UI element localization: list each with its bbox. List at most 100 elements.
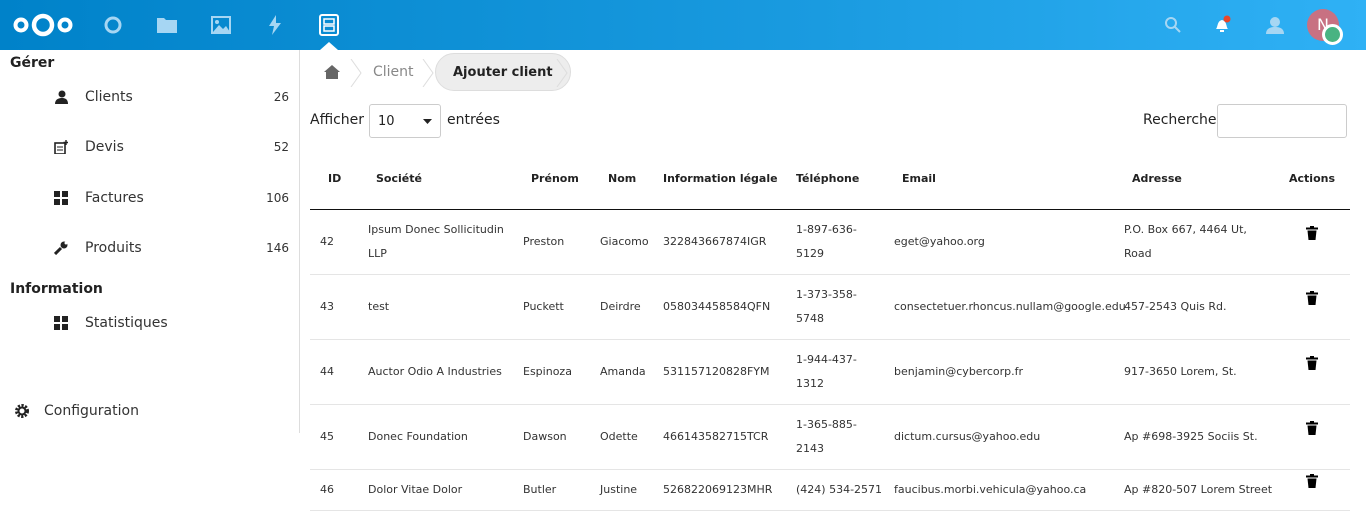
sidebar-item-clients[interactable]: Clients 26 [0, 82, 300, 112]
search-label: Recherche [1143, 112, 1217, 128]
sidebar: Gérer Clients 26 Devis 52 Factures 106 Prod… [0, 50, 300, 433]
table-cell: Butler [513, 469, 590, 511]
table-header-row: ID Société Prénom Nom Information légale Télé… [310, 150, 1350, 210]
table-cell: Ap #698-3925 Sociis St. [1114, 404, 1274, 470]
sidebar-item-label: Statistiques [85, 315, 168, 331]
table-cell: Dolor Vitae Dolor [358, 469, 513, 511]
actions-cell [1274, 404, 1350, 470]
sidebar-item-label: Devis [85, 139, 124, 155]
table-cell: 1-897-636-5129 [786, 209, 884, 275]
grid-icon [53, 190, 69, 206]
table-cell: 1-373-358-5748 [786, 274, 884, 340]
table-cell: Ap #820-507 Lorem Street [1114, 469, 1274, 511]
sidebar-item-produits[interactable]: Produits 146 [0, 233, 300, 263]
column-header[interactable]: Email [884, 150, 1114, 210]
table-cell: 917-3650 Lorem, St. [1114, 339, 1274, 405]
home-icon [324, 65, 340, 79]
sidebar-item-count: 52 [273, 140, 289, 154]
actions-cell [1274, 274, 1350, 340]
chevron-down-icon [423, 119, 432, 124]
table-cell: 45 [310, 404, 358, 470]
column-header[interactable]: Nom [590, 150, 653, 210]
activity-icon[interactable] [263, 13, 287, 37]
table-cell: consectetuer.rhoncus.nullam@google.edu [884, 274, 1126, 340]
column-header[interactable]: Information légale [653, 150, 786, 210]
files-icon[interactable] [155, 13, 179, 37]
table-cell: Amanda [590, 339, 653, 405]
add-client-button[interactable]: Ajouter client [435, 53, 571, 91]
table-cell: 1-944-437-1312 [786, 339, 884, 405]
table-cell: Ipsum Donec Sollicitudin LLP [358, 209, 513, 275]
search-input[interactable] [1217, 104, 1347, 138]
column-header[interactable]: Adresse [1114, 150, 1274, 210]
table-row[interactable]: 44 Auctor Odio A Industries Espinoza Amanda… [310, 339, 1350, 405]
table-cell: 322843667874IGR [653, 209, 786, 275]
top-bar: N [0, 0, 1366, 50]
table-cell: eget@yahoo.org [884, 209, 1114, 275]
breadcrumb-separator [556, 59, 568, 87]
table-cell: dictum.cursus@yahoo.edu [884, 404, 1114, 470]
sidebar-item-statistiques[interactable]: Statistiques [0, 308, 300, 338]
trash-icon[interactable] [1306, 420, 1318, 435]
table-cell: 43 [310, 274, 358, 340]
table-row[interactable]: 45 Donec Foundation Dawson Odette 4661435827… [310, 404, 1350, 470]
breadcrumb-home[interactable] [324, 54, 340, 90]
sidebar-item-factures[interactable]: Factures 106 [0, 183, 300, 213]
clients-table: ID Société Prénom Nom Information légale Télé… [310, 150, 1350, 511]
sidebar-item-count: 26 [273, 90, 289, 104]
entries-label: entrées [447, 112, 500, 128]
active-app-indicator [320, 42, 338, 50]
notifications-icon[interactable] [1210, 13, 1234, 37]
column-header[interactable]: ID [310, 150, 358, 210]
table-cell: 1-365-885-2143 [786, 404, 884, 470]
settings-label: Configuration [44, 403, 139, 419]
actions-cell [1274, 209, 1350, 275]
table-cell: Justine [590, 469, 653, 511]
column-header[interactable]: Société [358, 150, 513, 210]
status-indicator [1322, 24, 1343, 45]
table-cell: 46 [310, 469, 358, 511]
trash-icon[interactable] [1306, 290, 1318, 305]
table-cell: 42 [310, 209, 358, 275]
sidebar-item-label: Produits [85, 240, 142, 256]
dashboard-icon[interactable] [101, 13, 125, 37]
gear-icon [14, 403, 30, 419]
trash-icon[interactable] [1306, 225, 1318, 240]
column-header[interactable]: Téléphone [786, 150, 884, 210]
table-cell: Preston [513, 209, 590, 275]
column-header[interactable]: Actions [1274, 150, 1350, 210]
facturation-app-icon[interactable] [317, 13, 341, 37]
actions-cell [1274, 469, 1350, 511]
column-header[interactable]: Prénom [513, 150, 590, 210]
contacts-icon[interactable] [1262, 13, 1286, 37]
table-cell: Donec Foundation [358, 404, 513, 470]
section-heading-manage: Gérer [10, 55, 55, 71]
nextcloud-logo[interactable] [12, 12, 74, 38]
table-cell: benjamin@cybercorp.fr [884, 339, 1114, 405]
search-icon[interactable] [1161, 13, 1185, 37]
table-cell: Puckett [513, 274, 590, 340]
page-size-value: 10 [378, 114, 395, 129]
table-cell: faucibus.morbi.vehicula@yahoo.ca [884, 469, 1114, 511]
trash-icon[interactable] [1306, 473, 1318, 488]
sidebar-item-count: 146 [266, 241, 289, 255]
table-cell: 44 [310, 339, 358, 405]
user-icon [53, 89, 69, 105]
main-content: Client Ajouter client Afficher 10 entrée… [300, 50, 1366, 511]
breadcrumb-separator [350, 59, 362, 87]
table-row[interactable]: 42 Ipsum Donec Sollicitudin LLP Preston Gia… [310, 209, 1350, 275]
table-cell: 526822069123MHR [653, 469, 786, 511]
table-row[interactable]: 43 test Puckett Deirdre 058034458584QFN 1-373… [310, 274, 1350, 340]
table-cell: P.O. Box 667, 4464 Ut, Road [1114, 209, 1274, 275]
sidebar-item-devis[interactable]: Devis 52 [0, 132, 300, 162]
table-cell: Auctor Odio A Industries [358, 339, 513, 405]
table-row[interactable]: 46 Dolor Vitae Dolor Butler Justine 52682206… [310, 469, 1350, 511]
photos-icon[interactable] [209, 13, 233, 37]
sidebar-item-label: Factures [85, 190, 144, 206]
table-cell: Dawson [513, 404, 590, 470]
breadcrumb-client[interactable]: Client [373, 64, 414, 80]
settings-button[interactable]: Configuration [0, 396, 300, 426]
page-size-select[interactable]: 10 [369, 104, 441, 138]
quote-icon [53, 139, 69, 155]
trash-icon[interactable] [1306, 355, 1318, 370]
